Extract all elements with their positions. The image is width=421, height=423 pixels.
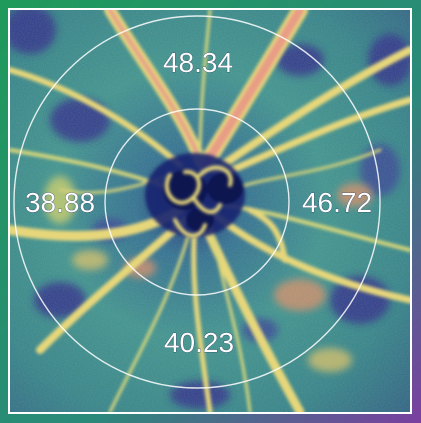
outer-ring [13,15,381,389]
sector-value-nasal: 46.72 [302,187,372,218]
inner-ring [104,108,290,296]
sector-value-inferior: 40.23 [164,327,234,358]
sector-value-temporal: 38.88 [25,187,95,218]
sector-rings [13,15,381,389]
density-image [10,10,410,412]
sector-value-superior: 48.34 [163,47,233,78]
